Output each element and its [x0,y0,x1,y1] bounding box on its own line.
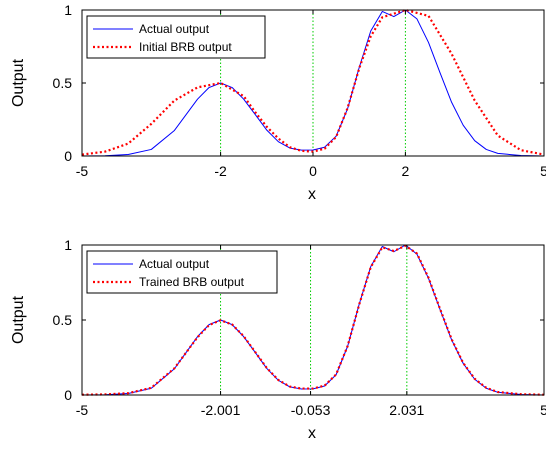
x-tick-label: 5 [540,163,546,179]
y-tick-label: 0.5 [53,312,73,328]
y-tick-label: 0.5 [53,75,73,91]
y-axis-label: Output [10,295,27,344]
legend-entry-2: Initial BRB output [139,40,232,54]
y-tick-label: 1 [64,237,72,253]
chart-1: -5 -2 0 2 5 0 0.5 1 x Output Actual output Initial … [10,2,546,203]
y-tick-label: 0 [64,148,72,164]
x-tick-label: -0.053 [291,402,331,418]
series-line-1 [81,244,545,396]
legend-entry-2: Trained BRB output [139,275,245,289]
x-tick-label: 2 [402,163,410,179]
x-axis-label: x [308,425,316,442]
chart-2: -5 -2.001 -0.053 2.031 5 0 0.5 1 x Output Actual o… [10,237,546,442]
y-axis-label: Output [10,58,27,107]
x-tick-label: -5 [76,402,89,418]
legend: Actual output Initial BRB output [86,15,266,59]
x-tick-label: 0 [309,163,317,179]
series-line-2 [81,8,545,156]
x-tick-label: 2.031 [389,402,424,418]
x-tick-label: 5 [540,402,546,418]
x-tick-label: -2.001 [201,402,241,418]
y-tick-label: 0 [64,387,72,403]
legend-box [86,15,266,59]
x-tick-label: -2 [214,163,227,179]
x-tick-label: -5 [76,163,89,179]
y-tick-label: 1 [64,2,72,18]
x-axis-label: x [308,186,316,203]
legend-box [86,250,278,294]
legend-entry-1: Actual output [139,257,210,271]
legend-entry-1: Actual output [139,22,210,36]
legend: Actual output Trained BRB output [86,250,278,294]
